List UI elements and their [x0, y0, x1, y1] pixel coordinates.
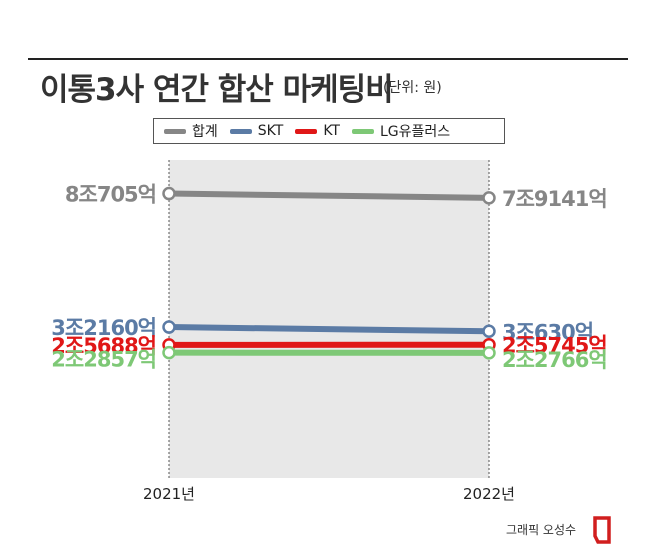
point-1-0: [162, 320, 176, 334]
data-label-0-0: 8조705억: [65, 183, 156, 207]
legend-swatch-kt: [295, 128, 318, 134]
plot-band: [169, 160, 489, 478]
legend-swatch-total: [164, 128, 186, 134]
data-label-3-1: 2조2766억: [502, 348, 607, 372]
x-tick-label-1: 2022년: [463, 485, 515, 503]
legend-label-kt: KT: [323, 123, 340, 139]
legend-label-lgu: LG유플러스: [379, 124, 451, 140]
x-tick-label-0: 2021년: [143, 485, 195, 503]
series-line-1: [166, 324, 492, 335]
legend: 합계 SKT KT LG유플러스: [153, 118, 505, 144]
legend-item-lgu: LG유플러스: [351, 121, 451, 141]
top-rule: [28, 58, 628, 60]
legend-label-skt: SKT: [257, 123, 284, 139]
legend-swatch-lgu: [351, 128, 374, 134]
legend-item-kt: KT: [295, 123, 340, 139]
unit-label: (단위: 원): [383, 80, 442, 96]
point-3-1: [482, 346, 496, 360]
point-3-0: [162, 345, 176, 360]
point-0-0: [162, 186, 176, 201]
data-label-2-1: 2조5745억: [502, 334, 607, 358]
legend-item-skt: SKT: [229, 123, 284, 139]
logo-icon: [593, 516, 611, 544]
data-label-3-0: 2조2857억: [51, 348, 156, 372]
data-label-0-1: 7조9141억: [502, 187, 607, 211]
legend-item-total: 합계: [164, 121, 218, 141]
legend-label-total: 합계: [192, 124, 218, 140]
point-1-1: [482, 324, 496, 339]
series-line-0: [166, 190, 492, 201]
legend-swatch-skt: [229, 128, 252, 134]
data-label-1-1: 3조630억: [502, 320, 593, 344]
point-0-1: [482, 191, 496, 205]
chart-title: 이통3사 연간 합산 마케팅비: [40, 72, 394, 108]
data-label-1-0: 3조2160억: [51, 316, 156, 340]
credit: 그래픽 오성수: [506, 523, 577, 537]
data-label-2-0: 2조5688억: [51, 334, 156, 358]
